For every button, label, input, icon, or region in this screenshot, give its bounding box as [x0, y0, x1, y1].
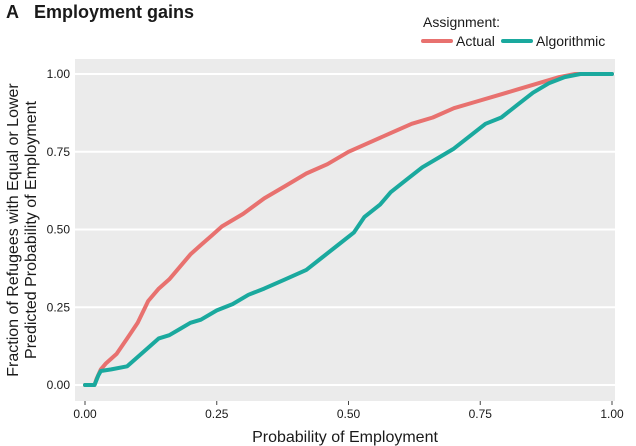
series-line-actual [83, 72, 614, 387]
y-axis-ticks: 0.00 0.25 0.50 0.75 1.00 [47, 67, 71, 392]
series-line-algorithmic [83, 72, 614, 387]
y-axis-title-line-1: Fraction of Refugees with Equal or Lower [5, 83, 22, 377]
legend-label-actual: Actual [456, 33, 495, 49]
x-tick-label: 0.50 [337, 407, 361, 421]
x-tick-label: 0.75 [469, 407, 493, 421]
y-tick-label: 0.00 [47, 378, 71, 392]
panel-letter: A [6, 2, 19, 22]
x-tick-label: 0.00 [73, 407, 97, 421]
y-tick-label: 0.75 [47, 145, 71, 159]
x-tick-label: 1.00 [600, 407, 624, 421]
x-axis-title: Probability of Employment [252, 429, 438, 446]
y-axis-title-line-2: Predicted Probability of Employment [23, 101, 40, 359]
y-tick-label: 1.00 [47, 67, 71, 81]
x-axis-ticks: 0.00 0.25 0.50 0.75 1.00 [73, 401, 624, 421]
legend-title: Assignment: [423, 14, 500, 30]
y-tick-label: 0.50 [47, 223, 71, 237]
x-tick-label: 0.25 [205, 407, 229, 421]
y-tick-label: 0.25 [47, 300, 71, 314]
legend-label-algorithmic: Algorithmic [536, 33, 605, 49]
legend: Actual Algorithmic [421, 33, 605, 49]
series-lines [83, 72, 614, 387]
chart-title: Employment gains [34, 2, 194, 22]
